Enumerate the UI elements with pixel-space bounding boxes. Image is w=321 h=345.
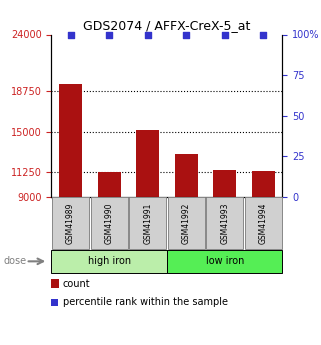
Title: GDS2074 / AFFX-CreX-5_at: GDS2074 / AFFX-CreX-5_at: [83, 19, 251, 32]
Text: GSM41993: GSM41993: [220, 203, 229, 244]
Text: count: count: [63, 279, 90, 289]
Point: [145, 32, 150, 37]
Text: GSM41994: GSM41994: [259, 203, 268, 244]
Point: [68, 32, 73, 37]
Point: [184, 32, 189, 37]
Text: GSM41992: GSM41992: [182, 203, 191, 244]
Text: dose: dose: [3, 256, 26, 266]
Text: GSM41990: GSM41990: [105, 203, 114, 244]
Bar: [59, 84, 82, 197]
Point: [222, 32, 227, 37]
Text: low iron: low iron: [205, 256, 244, 266]
Bar: [213, 170, 236, 197]
Text: GSM41991: GSM41991: [143, 203, 152, 244]
Bar: [98, 172, 121, 197]
Bar: [252, 171, 275, 197]
Point: [107, 32, 112, 37]
Text: percentile rank within the sample: percentile rank within the sample: [63, 297, 228, 307]
Text: GSM41989: GSM41989: [66, 203, 75, 244]
Text: high iron: high iron: [88, 256, 131, 266]
Bar: [136, 130, 159, 197]
Point: [261, 32, 266, 37]
Bar: [175, 155, 198, 197]
